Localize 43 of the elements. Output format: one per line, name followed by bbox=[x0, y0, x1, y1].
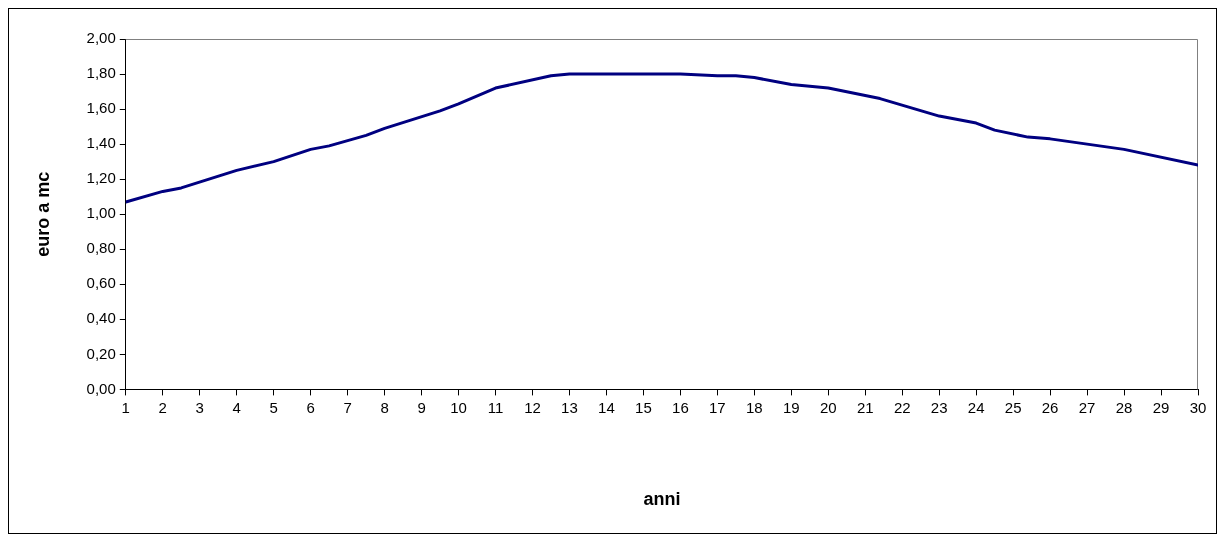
x-axis-title: anni bbox=[643, 489, 681, 510]
x-tick-label: 5 bbox=[269, 398, 278, 416]
y-tick-label: 1,60 bbox=[86, 99, 116, 117]
y-tick-label: 0,60 bbox=[86, 274, 116, 292]
x-tick-label: 4 bbox=[232, 398, 241, 416]
x-tick-label: 26 bbox=[1041, 398, 1059, 416]
y-axis-title: euro a mc bbox=[32, 171, 53, 257]
y-tick-label: 1,80 bbox=[86, 64, 116, 82]
x-tick-label: 21 bbox=[856, 398, 874, 416]
y-tick-label: 1,20 bbox=[86, 169, 116, 187]
x-tick-label: 2 bbox=[158, 398, 167, 416]
x-tick-label: 28 bbox=[1115, 398, 1133, 416]
x-tick-label: 8 bbox=[380, 398, 389, 416]
x-tick-label: 30 bbox=[1189, 398, 1207, 416]
x-tick-label: 25 bbox=[1004, 398, 1022, 416]
x-tick-label: 27 bbox=[1078, 398, 1096, 416]
x-tick-label: 1 bbox=[121, 398, 130, 416]
x-tick-label: 7 bbox=[343, 398, 352, 416]
x-tick-label: 6 bbox=[306, 398, 315, 416]
x-tick-label: 22 bbox=[893, 398, 911, 416]
y-tick-label: 0,20 bbox=[86, 344, 116, 362]
x-tick-label: 11 bbox=[487, 398, 504, 416]
x-tick-label: 18 bbox=[745, 398, 763, 416]
x-tick-label: 13 bbox=[561, 398, 578, 416]
x-tick-label: 16 bbox=[672, 398, 689, 416]
x-tick-label: 20 bbox=[819, 398, 837, 416]
x-tick-label: 15 bbox=[635, 398, 652, 416]
x-tick-label: 3 bbox=[195, 398, 204, 416]
y-tick-label: 1,00 bbox=[86, 204, 116, 222]
y-tick-label: 2,00 bbox=[86, 29, 116, 47]
x-tick-label: 29 bbox=[1152, 398, 1170, 416]
y-tick-label: 0,40 bbox=[86, 309, 116, 327]
x-tick-label: 23 bbox=[930, 398, 948, 416]
x-tick-label: 9 bbox=[417, 398, 426, 416]
y-tick-label: 0,00 bbox=[86, 379, 116, 397]
y-tick-label: 1,40 bbox=[86, 134, 116, 152]
y-tick-label: 0,80 bbox=[86, 239, 116, 257]
x-tick-label: 17 bbox=[709, 398, 726, 416]
x-tick-label: 12 bbox=[524, 398, 541, 416]
x-tick-label: 10 bbox=[450, 398, 467, 416]
x-tick-label: 14 bbox=[598, 398, 615, 416]
x-tick-label: 24 bbox=[967, 398, 985, 416]
x-tick-label: 19 bbox=[782, 398, 800, 416]
